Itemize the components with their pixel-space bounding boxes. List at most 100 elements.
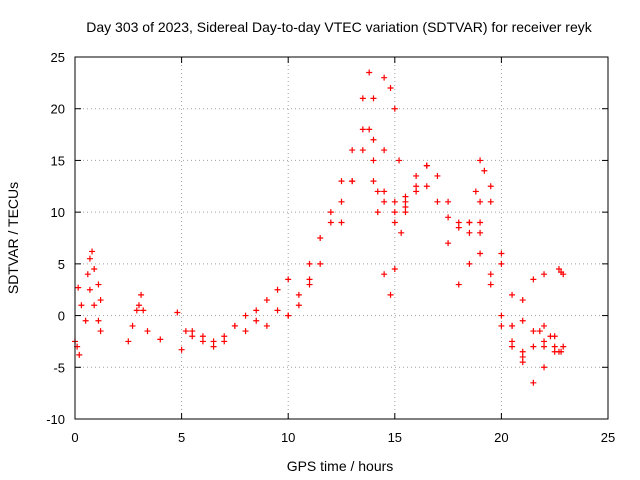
- data-point-arc-k: [317, 260, 324, 267]
- data-point-arc-l: [381, 147, 388, 154]
- data-point-arc-u: [541, 271, 548, 278]
- data-point-arc-n: [398, 229, 405, 236]
- data-point-arc-j: [295, 291, 302, 298]
- data-point-arc-q: [472, 188, 479, 195]
- data-point-arc-x: [555, 266, 562, 273]
- data-point-arc-p: [370, 178, 377, 185]
- y-tick-label: -10: [46, 412, 65, 427]
- data-point-arc-i: [285, 276, 292, 283]
- data-point-arc-k: [338, 178, 345, 185]
- data-point-arc-i: [210, 338, 217, 345]
- data-point-arc-j: [189, 333, 196, 340]
- data-point-arc-u: [530, 276, 537, 283]
- data-point-arc-j: [199, 338, 206, 345]
- data-point-arc-p: [455, 224, 462, 231]
- y-tick-label: 25: [51, 50, 65, 65]
- data-point-arc-j: [242, 328, 249, 335]
- data-point-arc-q: [487, 183, 494, 190]
- data-point-arc-c: [91, 266, 98, 273]
- y-tick-label: 0: [58, 309, 65, 324]
- data-point-arc-i: [221, 333, 228, 340]
- data-point-arc-t: [509, 338, 516, 345]
- data-point-arc-o: [387, 85, 394, 92]
- data-point-arc-g: [138, 291, 145, 298]
- chart-title: Day 303 of 2023, Sidereal Day-to-day VTE…: [86, 19, 592, 35]
- data-point-arc-r: [519, 317, 526, 324]
- data-point-arc-u: [509, 322, 516, 329]
- data-point-arc-s: [530, 343, 537, 350]
- data-point-arc-p: [434, 198, 441, 205]
- data-point-arc-t: [498, 312, 505, 319]
- data-point-arc-e: [95, 281, 102, 288]
- data-point-arc-m: [391, 209, 398, 216]
- data-point-arc-k: [349, 147, 356, 154]
- data-point-arc-i: [263, 297, 270, 304]
- data-point-arc-s: [541, 322, 548, 329]
- data-point-arc-j: [231, 322, 238, 329]
- data-point-arc-l: [370, 95, 377, 102]
- data-point-arc-d: [86, 286, 93, 293]
- data-point-arc-m: [370, 136, 377, 143]
- data-point-arc-h: [174, 309, 181, 316]
- data-point-arc-j: [263, 322, 270, 329]
- data-points: [72, 69, 567, 386]
- data-point-arc-q: [530, 379, 537, 386]
- data-point-arc-i: [178, 346, 185, 353]
- data-point-arc-d: [91, 302, 98, 309]
- data-point-arc-g: [135, 302, 142, 309]
- data-point-arc-s: [487, 281, 494, 288]
- data-point-arc-m: [359, 147, 366, 154]
- data-point-arc-d: [97, 328, 104, 335]
- data-point-arc-s: [466, 219, 473, 226]
- data-point-arc-i: [199, 333, 206, 340]
- data-point-arc-l: [306, 260, 313, 267]
- data-point-arc-j: [210, 343, 217, 350]
- data-point-arc-s: [498, 322, 505, 329]
- data-point-arc-p: [402, 198, 409, 205]
- data-point-arc-j: [306, 281, 313, 288]
- data-point-arc-r: [445, 240, 452, 247]
- data-point-arc-i: [253, 307, 260, 314]
- data-point-arc-m: [381, 188, 388, 195]
- data-point-arc-q: [481, 167, 488, 174]
- y-axis-label: SDTVAR / TECUs: [5, 182, 21, 294]
- data-point-arc-o: [402, 209, 409, 216]
- data-point-arc-q: [498, 250, 505, 257]
- data-point-arc-m: [413, 172, 420, 179]
- data-point-arc-t: [477, 229, 484, 236]
- data-point-arc-s: [477, 250, 484, 257]
- data-point-arc-q: [455, 219, 462, 226]
- data-point-arc-p: [413, 188, 420, 195]
- data-point-arc-u: [519, 297, 526, 304]
- data-point-arc-g: [144, 328, 151, 335]
- data-point-arc-l: [359, 126, 366, 133]
- axis-ticks: 0 5 10 15 20 25 -10 -5 0 5 10 15 20 25: [46, 50, 615, 445]
- data-point-arc-v: [541, 343, 548, 350]
- x-tick-label: 15: [388, 430, 402, 445]
- data-point-arc-j: [253, 317, 260, 324]
- data-point-arc-e: [97, 297, 104, 304]
- y-tick-label: 20: [51, 102, 65, 117]
- data-point-arc-n: [374, 209, 381, 216]
- data-point-arc-o: [391, 105, 398, 112]
- y-tick-label: 5: [58, 257, 65, 272]
- y-tick-label: 15: [51, 153, 65, 168]
- data-point-arc-r: [530, 328, 537, 335]
- data-point-arc-i: [242, 312, 249, 319]
- data-point-arc-a: [76, 351, 83, 358]
- data-point-arc-m: [402, 193, 409, 200]
- data-point-arc-f: [133, 307, 140, 314]
- data-point-arc-r: [466, 260, 473, 267]
- data-point-arc-q: [466, 229, 473, 236]
- data-point-arc-h: [157, 336, 164, 343]
- data-point-arc-n: [370, 157, 377, 164]
- data-point-arc-q: [519, 359, 526, 366]
- data-point-arc-r: [477, 219, 484, 226]
- data-point-arc-s: [509, 343, 516, 350]
- data-point-arc-l: [338, 198, 345, 205]
- data-point-arc-p: [374, 188, 381, 195]
- data-point-arc-c: [86, 255, 93, 262]
- data-point-arc-s: [519, 353, 526, 360]
- data-point-arc-o: [381, 74, 388, 81]
